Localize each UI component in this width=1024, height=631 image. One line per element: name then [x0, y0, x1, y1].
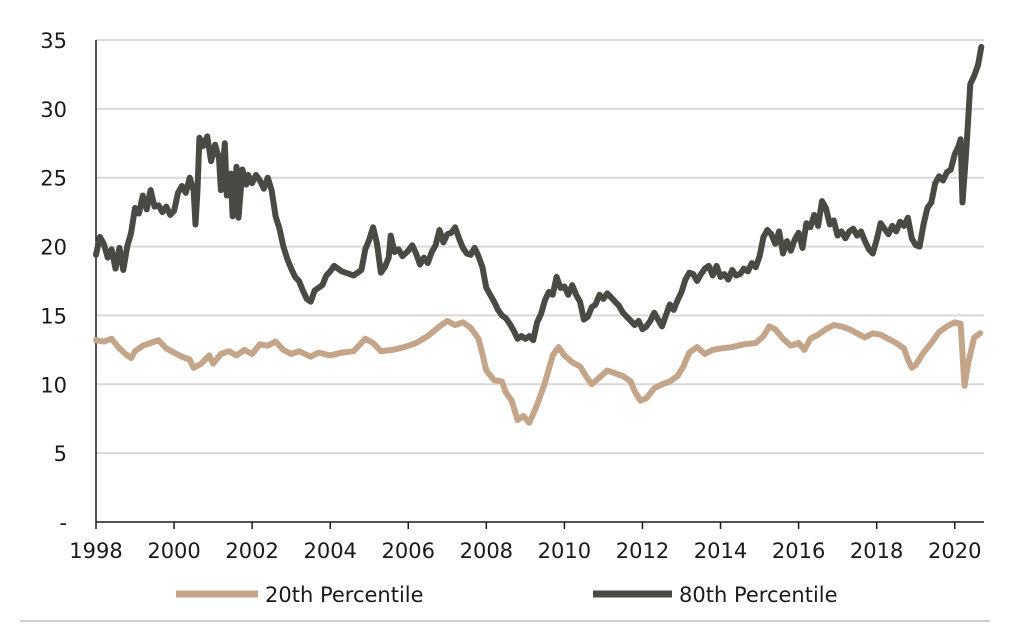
x-axis-labels: 1998 2000 2002 2004 2006 2008 2010 2012 2014 2016… [69, 539, 981, 563]
x-tick-label: 2016 [772, 539, 825, 563]
series-line-80th [93, 43, 985, 344]
legend-label-80th: 80th Percentile [679, 583, 838, 607]
y-tick-label: 20 [40, 236, 67, 260]
legend-label-20th: 20th Percentile [265, 583, 424, 607]
y-tick-label: - [59, 511, 67, 535]
y-axis-labels: - 5 10 15 20 25 30 35 [40, 29, 67, 535]
x-tick-label: 2014 [694, 539, 747, 563]
x-tick-label: 1998 [69, 539, 122, 563]
series-line-20th [93, 317, 984, 426]
x-tick-label: 2002 [225, 539, 278, 563]
legend: 20th Percentile 80th Percentile [176, 583, 838, 607]
x-tick-label: 2010 [538, 539, 591, 563]
x-tick-label: 2012 [616, 539, 669, 563]
axes [95, 40, 984, 529]
x-tick-label: 2004 [303, 539, 356, 563]
x-tick-label: 2020 [928, 539, 981, 563]
series-lines [93, 43, 985, 426]
y-tick-label: 35 [40, 29, 67, 53]
x-tick-label: 2006 [382, 539, 435, 563]
y-tick-label: 25 [40, 167, 67, 191]
x-tick-label: 2008 [460, 539, 513, 563]
x-tick-label: 2018 [850, 539, 903, 563]
y-tick-label: 5 [54, 442, 67, 466]
x-tick-label: 2000 [147, 539, 200, 563]
y-tick-label: 10 [40, 373, 67, 397]
y-tick-label: 30 [40, 98, 67, 122]
y-tick-label: 15 [40, 304, 67, 328]
